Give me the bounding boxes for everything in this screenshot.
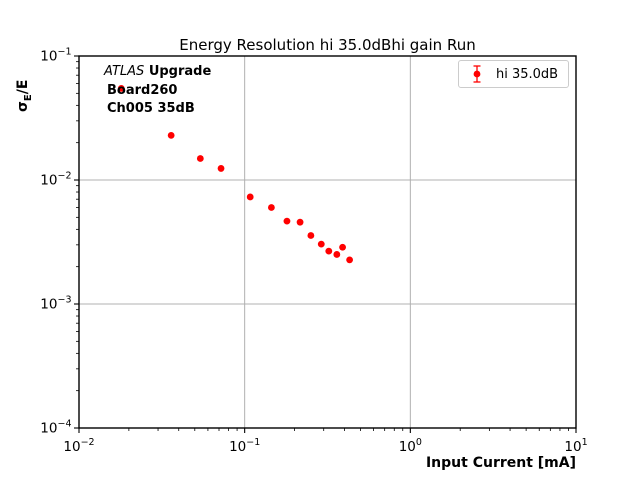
data-point (267, 204, 275, 211)
tick-label: 10−2 (40, 171, 71, 189)
y-axis-label-sigma: σ (15, 101, 31, 112)
data-point (296, 218, 304, 226)
legend-label: hi 35.0dB (496, 66, 559, 82)
data-point (117, 84, 125, 92)
tick-label: 10−3 (40, 295, 71, 313)
y-axis-label-rest: /E (15, 79, 31, 95)
errorbar-dot (473, 70, 481, 78)
tick-label: 101 (564, 437, 587, 455)
data-point (246, 193, 254, 201)
data-point (307, 232, 315, 239)
data-point (325, 247, 333, 255)
data-point (196, 155, 204, 162)
tick-label: 100 (399, 437, 422, 455)
data-point (217, 165, 225, 172)
x-axis-label: Input Current [mA] (425, 455, 576, 471)
annotation-program: Upgrade (148, 64, 212, 79)
data-point (167, 131, 175, 139)
tick-label: 10−1 (40, 47, 71, 65)
data-point (333, 251, 341, 258)
annotation-experiment-name: ATLAS (104, 64, 145, 79)
errorbar-marker-icon (473, 65, 481, 83)
tick-label: 10−1 (229, 437, 260, 455)
annotation-line-board: Board260 (107, 82, 178, 98)
axes-frame (78, 55, 577, 429)
tick-label: 10−2 (63, 437, 94, 455)
annotation-line-experiment: ATLAS Upgrade (104, 63, 211, 82)
data-point (317, 240, 325, 248)
annotation-line-channel: Ch005 35dB (107, 101, 195, 116)
y-axis-label: σE/E (15, 80, 34, 112)
chart-title: Energy Resolution hi 35.0dBhi gain Run (179, 36, 476, 54)
data-point (339, 243, 346, 251)
tick-label: 10−4 (40, 419, 71, 437)
annotation-block: ATLAS Upgrade Board260 Ch005 35dB (104, 63, 211, 119)
y-axis-label-subscript: E (22, 94, 34, 102)
legend: hi 35.0dB (458, 60, 569, 88)
data-point (283, 217, 291, 225)
data-point (346, 256, 354, 264)
